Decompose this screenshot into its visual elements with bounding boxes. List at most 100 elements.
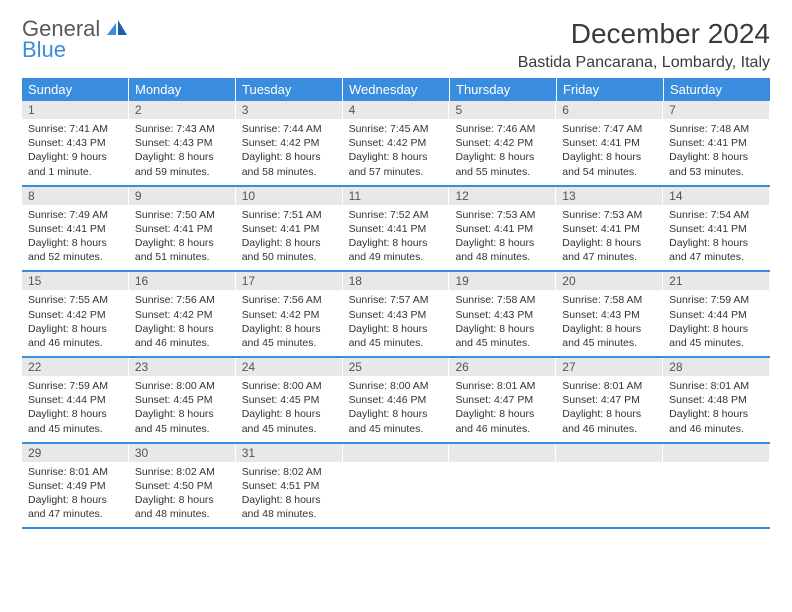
sunset-text: Sunset: 4:43 PM xyxy=(28,136,122,150)
day-number xyxy=(449,444,555,462)
day-cell: 24Sunrise: 8:00 AMSunset: 4:45 PMDayligh… xyxy=(236,358,343,442)
sunset-text: Sunset: 4:50 PM xyxy=(135,479,229,493)
day-body: Sunrise: 7:41 AMSunset: 4:43 PMDaylight:… xyxy=(22,119,128,185)
day-body: Sunrise: 7:58 AMSunset: 4:43 PMDaylight:… xyxy=(556,290,662,356)
calendar-body: 1Sunrise: 7:41 AMSunset: 4:43 PMDaylight… xyxy=(22,101,770,529)
sunrise-text: Sunrise: 7:59 AM xyxy=(28,379,122,393)
sunrise-text: Sunrise: 7:58 AM xyxy=(562,293,656,307)
sunset-text: Sunset: 4:42 PM xyxy=(135,308,229,322)
day-cell xyxy=(663,444,770,528)
day-number xyxy=(343,444,449,462)
daylight-text: Daylight: 8 hours and 47 minutes. xyxy=(28,493,122,521)
sunrise-text: Sunrise: 8:00 AM xyxy=(242,379,336,393)
day-cell: 26Sunrise: 8:01 AMSunset: 4:47 PMDayligh… xyxy=(449,358,556,442)
weekday-header: Sunday xyxy=(22,78,129,101)
day-cell: 2Sunrise: 7:43 AMSunset: 4:43 PMDaylight… xyxy=(129,101,236,185)
day-number: 5 xyxy=(449,101,555,119)
sunset-text: Sunset: 4:43 PM xyxy=(455,308,549,322)
day-number: 16 xyxy=(129,272,235,290)
daylight-text: Daylight: 8 hours and 46 minutes. xyxy=(28,322,122,350)
day-number: 29 xyxy=(22,444,128,462)
day-number: 26 xyxy=(449,358,555,376)
sunrise-text: Sunrise: 8:00 AM xyxy=(349,379,443,393)
day-cell: 5Sunrise: 7:46 AMSunset: 4:42 PMDaylight… xyxy=(449,101,556,185)
daylight-text: Daylight: 9 hours and 1 minute. xyxy=(28,150,122,178)
daylight-text: Daylight: 8 hours and 45 minutes. xyxy=(349,322,443,350)
day-cell: 9Sunrise: 7:50 AMSunset: 4:41 PMDaylight… xyxy=(129,187,236,271)
day-number: 7 xyxy=(663,101,769,119)
day-body: Sunrise: 7:59 AMSunset: 4:44 PMDaylight:… xyxy=(663,290,769,356)
day-body: Sunrise: 7:55 AMSunset: 4:42 PMDaylight:… xyxy=(22,290,128,356)
day-body: Sunrise: 8:02 AMSunset: 4:50 PMDaylight:… xyxy=(129,462,235,528)
day-cell: 21Sunrise: 7:59 AMSunset: 4:44 PMDayligh… xyxy=(663,272,770,356)
sunrise-text: Sunrise: 7:47 AM xyxy=(562,122,656,136)
sunset-text: Sunset: 4:41 PM xyxy=(562,136,656,150)
daylight-text: Daylight: 8 hours and 57 minutes. xyxy=(349,150,443,178)
sunrise-text: Sunrise: 8:00 AM xyxy=(135,379,229,393)
daylight-text: Daylight: 8 hours and 49 minutes. xyxy=(349,236,443,264)
daylight-text: Daylight: 8 hours and 45 minutes. xyxy=(669,322,763,350)
day-number: 20 xyxy=(556,272,662,290)
day-body xyxy=(556,462,662,520)
day-number: 27 xyxy=(556,358,662,376)
day-body: Sunrise: 7:52 AMSunset: 4:41 PMDaylight:… xyxy=(343,205,449,271)
day-body: Sunrise: 7:58 AMSunset: 4:43 PMDaylight:… xyxy=(449,290,555,356)
weekday-header: Tuesday xyxy=(236,78,343,101)
day-cell: 8Sunrise: 7:49 AMSunset: 4:41 PMDaylight… xyxy=(22,187,129,271)
logo-sails-icon xyxy=(107,23,129,40)
day-cell xyxy=(556,444,663,528)
daylight-text: Daylight: 8 hours and 45 minutes. xyxy=(28,407,122,435)
day-body: Sunrise: 8:01 AMSunset: 4:47 PMDaylight:… xyxy=(556,376,662,442)
day-number: 1 xyxy=(22,101,128,119)
day-body: Sunrise: 8:02 AMSunset: 4:51 PMDaylight:… xyxy=(236,462,342,528)
week-row: 8Sunrise: 7:49 AMSunset: 4:41 PMDaylight… xyxy=(22,187,770,273)
sunset-text: Sunset: 4:41 PM xyxy=(349,222,443,236)
sunset-text: Sunset: 4:44 PM xyxy=(669,308,763,322)
daylight-text: Daylight: 8 hours and 46 minutes. xyxy=(562,407,656,435)
sunrise-text: Sunrise: 7:54 AM xyxy=(669,208,763,222)
day-body: Sunrise: 7:43 AMSunset: 4:43 PMDaylight:… xyxy=(129,119,235,185)
day-number: 4 xyxy=(343,101,449,119)
day-number xyxy=(663,444,769,462)
day-number: 19 xyxy=(449,272,555,290)
sunset-text: Sunset: 4:47 PM xyxy=(562,393,656,407)
day-cell: 13Sunrise: 7:53 AMSunset: 4:41 PMDayligh… xyxy=(556,187,663,271)
day-body xyxy=(343,462,449,520)
sunset-text: Sunset: 4:45 PM xyxy=(242,393,336,407)
sunset-text: Sunset: 4:42 PM xyxy=(455,136,549,150)
day-cell: 22Sunrise: 7:59 AMSunset: 4:44 PMDayligh… xyxy=(22,358,129,442)
day-body: Sunrise: 8:00 AMSunset: 4:45 PMDaylight:… xyxy=(129,376,235,442)
sunset-text: Sunset: 4:42 PM xyxy=(28,308,122,322)
day-cell: 4Sunrise: 7:45 AMSunset: 4:42 PMDaylight… xyxy=(343,101,450,185)
day-cell: 14Sunrise: 7:54 AMSunset: 4:41 PMDayligh… xyxy=(663,187,770,271)
day-number: 23 xyxy=(129,358,235,376)
daylight-text: Daylight: 8 hours and 45 minutes. xyxy=(242,407,336,435)
sunrise-text: Sunrise: 7:44 AM xyxy=(242,122,336,136)
daylight-text: Daylight: 8 hours and 48 minutes. xyxy=(455,236,549,264)
weekday-header-row: Sunday Monday Tuesday Wednesday Thursday… xyxy=(22,78,770,101)
sunset-text: Sunset: 4:41 PM xyxy=(135,222,229,236)
day-number: 2 xyxy=(129,101,235,119)
sunset-text: Sunset: 4:42 PM xyxy=(242,308,336,322)
day-cell: 1Sunrise: 7:41 AMSunset: 4:43 PMDaylight… xyxy=(22,101,129,185)
day-cell: 19Sunrise: 7:58 AMSunset: 4:43 PMDayligh… xyxy=(449,272,556,356)
sunrise-text: Sunrise: 7:53 AM xyxy=(455,208,549,222)
day-cell: 7Sunrise: 7:48 AMSunset: 4:41 PMDaylight… xyxy=(663,101,770,185)
sunset-text: Sunset: 4:44 PM xyxy=(28,393,122,407)
sunrise-text: Sunrise: 7:58 AM xyxy=(455,293,549,307)
daylight-text: Daylight: 8 hours and 45 minutes. xyxy=(135,407,229,435)
sunset-text: Sunset: 4:41 PM xyxy=(669,222,763,236)
sunrise-text: Sunrise: 7:55 AM xyxy=(28,293,122,307)
day-cell: 20Sunrise: 7:58 AMSunset: 4:43 PMDayligh… xyxy=(556,272,663,356)
sunset-text: Sunset: 4:42 PM xyxy=(349,136,443,150)
day-number: 13 xyxy=(556,187,662,205)
header: General Blue December 2024 Bastida Panca… xyxy=(22,18,770,72)
day-body: Sunrise: 7:50 AMSunset: 4:41 PMDaylight:… xyxy=(129,205,235,271)
day-number: 25 xyxy=(343,358,449,376)
weekday-header: Thursday xyxy=(450,78,557,101)
title-block: December 2024 Bastida Pancarana, Lombard… xyxy=(518,18,770,72)
day-cell: 25Sunrise: 8:00 AMSunset: 4:46 PMDayligh… xyxy=(343,358,450,442)
day-body: Sunrise: 7:56 AMSunset: 4:42 PMDaylight:… xyxy=(129,290,235,356)
sunset-text: Sunset: 4:43 PM xyxy=(135,136,229,150)
day-cell: 11Sunrise: 7:52 AMSunset: 4:41 PMDayligh… xyxy=(343,187,450,271)
